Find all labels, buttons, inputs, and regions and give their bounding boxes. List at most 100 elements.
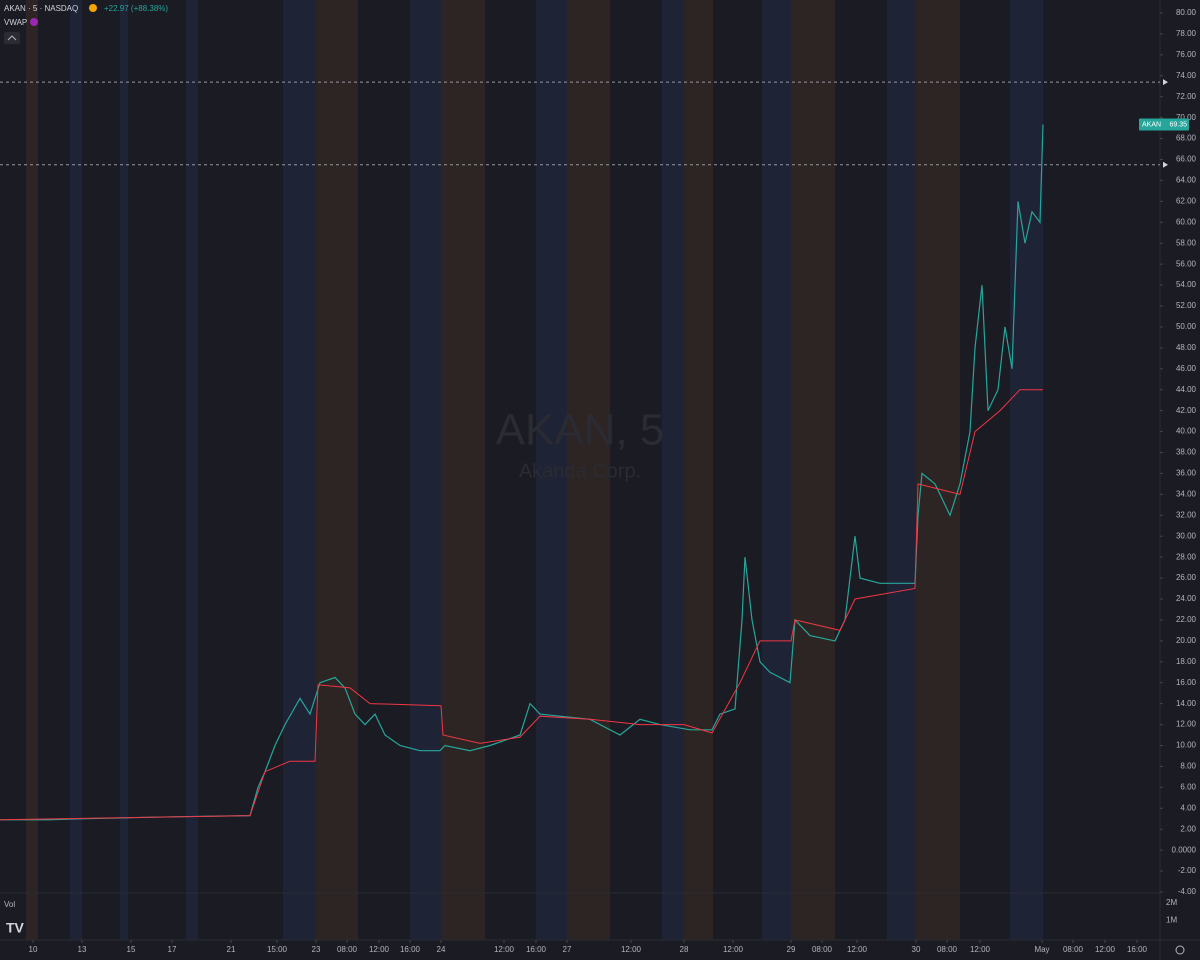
last-price-value: 69.35 — [1169, 121, 1187, 128]
price-line-arrow — [1163, 161, 1168, 168]
y-tick-label: 22.00 — [1176, 615, 1197, 624]
x-tick-label: 30 — [912, 945, 921, 954]
x-tick-label: 15 — [127, 945, 136, 954]
last-price-badge — [1139, 118, 1189, 131]
x-tick-label: 17 — [168, 945, 177, 954]
y-tick-label: -2.00 — [1178, 866, 1197, 875]
settings-icon[interactable] — [1175, 945, 1185, 955]
y-tick-label: 36.00 — [1176, 469, 1197, 478]
session-band — [120, 0, 128, 940]
x-tick-label: 12:00 — [970, 945, 991, 954]
session-band — [536, 0, 567, 940]
session-band — [791, 0, 835, 940]
session-band — [70, 0, 82, 940]
legend-entry: VWAP — [4, 18, 27, 27]
x-tick-label: 08:00 — [1063, 945, 1084, 954]
y-tick-label: 18.00 — [1176, 657, 1197, 666]
series-line — [0, 389, 1043, 821]
session-band — [684, 0, 713, 940]
y-tick-label: 40.00 — [1176, 427, 1197, 436]
x-tick-label: 16:00 — [1127, 945, 1148, 954]
y-tick-label: 48.00 — [1176, 343, 1197, 352]
y-tick-label: 50.00 — [1176, 322, 1197, 331]
y-tick-label: 78.00 — [1176, 29, 1197, 38]
x-tick-label: 12:00 — [847, 945, 868, 954]
y-tick-label: 10.00 — [1176, 741, 1197, 750]
volume-tick-label: 2M — [1166, 898, 1177, 907]
y-tick-label: 42.00 — [1176, 406, 1197, 415]
session-band — [567, 0, 610, 940]
x-tick-label: 23 — [312, 945, 321, 954]
volume-label: Vol — [4, 900, 15, 909]
icon[interactable] — [30, 18, 38, 26]
y-tick-label: 72.00 — [1176, 92, 1197, 101]
x-tick-label: 10 — [29, 945, 38, 954]
logo: TV — [6, 920, 25, 936]
x-tick-label: 28 — [680, 945, 689, 954]
volume-tick-label: 1M — [1166, 916, 1177, 925]
y-tick-label: 30.00 — [1176, 531, 1197, 540]
x-tick-label: May — [1034, 945, 1049, 954]
y-tick-label: 12.00 — [1176, 720, 1197, 729]
session-band — [26, 0, 38, 940]
y-tick-label: 76.00 — [1176, 50, 1197, 59]
y-tick-label: 0.0000 — [1172, 845, 1197, 854]
x-tick-label: 13 — [78, 945, 87, 954]
session-bands — [26, 0, 1043, 940]
price-line-arrow — [1163, 79, 1168, 86]
y-tick-label: 26.00 — [1176, 573, 1197, 582]
x-tick-label: 12:00 — [369, 945, 390, 954]
y-tick-label: 14.00 — [1176, 699, 1197, 708]
y-tick-label: 6.00 — [1180, 782, 1196, 791]
y-tick-label: 66.00 — [1176, 155, 1197, 164]
y-tick-label: 80.00 — [1176, 8, 1197, 17]
x-tick-label: 12:00 — [723, 945, 744, 954]
x-tick-label: 12:00 — [621, 945, 642, 954]
session-band — [410, 0, 441, 940]
x-tick-label: 29 — [787, 945, 796, 954]
session-band — [283, 0, 316, 940]
x-tick-label: 16:00 — [400, 945, 421, 954]
icon — [89, 4, 97, 12]
x-tick-label: 24 — [437, 945, 446, 954]
y-tick-label: 32.00 — [1176, 510, 1197, 519]
watermark: AKAN, 5 — [496, 406, 665, 455]
y-tick-label: 68.00 — [1176, 134, 1197, 143]
session-band — [662, 0, 684, 940]
session-band — [762, 0, 791, 940]
y-tick-label: 34.00 — [1176, 489, 1197, 498]
watermark-sub: Akanda Corp. — [519, 460, 641, 482]
session-band — [186, 0, 198, 940]
chevron — [7, 35, 17, 41]
y-tick-label: 20.00 — [1176, 636, 1197, 645]
x-tick-label: 16:00 — [526, 945, 547, 954]
y-tick-label: 44.00 — [1176, 385, 1197, 394]
y-tick-label: 4.00 — [1180, 803, 1196, 812]
y-tick-label: -4.00 — [1178, 887, 1197, 896]
x-tick-label: 15:00 — [267, 945, 288, 954]
y-tick-label: 70.00 — [1176, 113, 1197, 122]
y-tick-label: 2.00 — [1180, 824, 1196, 833]
session-band — [916, 0, 960, 940]
y-tick-label: 56.00 — [1176, 259, 1197, 268]
change: +22.97 (+88.38%) — [104, 4, 168, 13]
x-tick-label: 27 — [563, 945, 572, 954]
y-tick-label: 64.00 — [1176, 176, 1197, 185]
x-tick-label: 08:00 — [937, 945, 958, 954]
y-tick-label: 28.00 — [1176, 552, 1197, 561]
y-tick-label: 54.00 — [1176, 280, 1197, 289]
y-tick-label: 38.00 — [1176, 448, 1197, 457]
y-tick-label: 46.00 — [1176, 364, 1197, 373]
session-band — [441, 0, 485, 940]
x-tick-label: 12:00 — [494, 945, 515, 954]
collapse-button[interactable] — [4, 32, 20, 44]
y-tick-label: 24.00 — [1176, 594, 1197, 603]
session-band — [1010, 0, 1043, 940]
y-tick-label: 52.00 — [1176, 301, 1197, 310]
y-tick-label: 8.00 — [1180, 762, 1196, 771]
session-band — [316, 0, 358, 940]
y-tick-label: 74.00 — [1176, 71, 1197, 80]
x-tick-label: 12:00 — [1095, 945, 1116, 954]
x-tick-label: 08:00 — [812, 945, 833, 954]
